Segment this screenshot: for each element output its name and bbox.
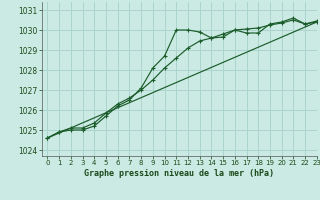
- X-axis label: Graphe pression niveau de la mer (hPa): Graphe pression niveau de la mer (hPa): [84, 169, 274, 178]
